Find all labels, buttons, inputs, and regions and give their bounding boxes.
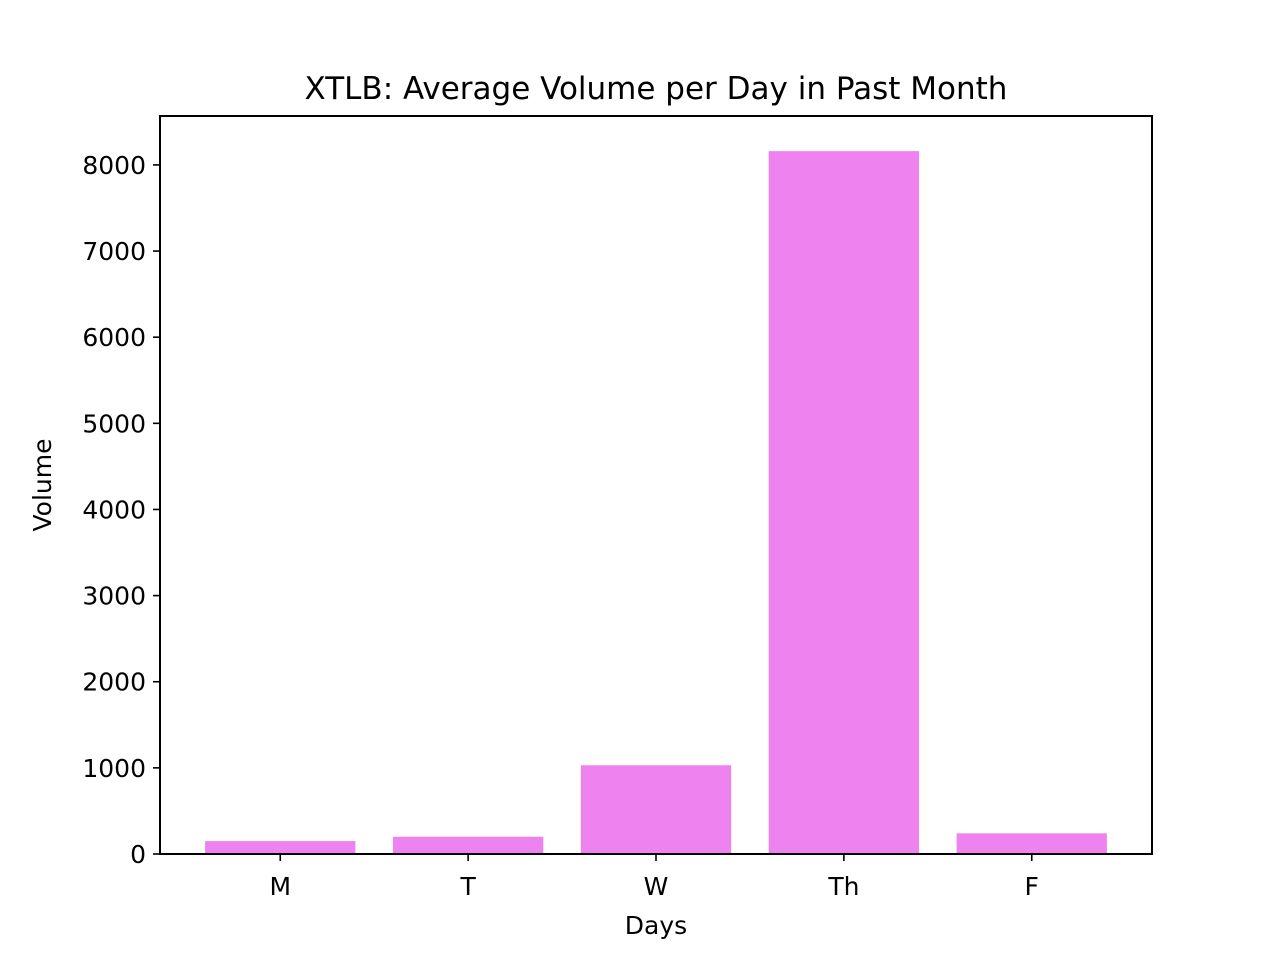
x-tick-label: F: [1025, 872, 1039, 901]
y-tick-label: 8000: [82, 151, 146, 180]
y-tick-label: 3000: [82, 582, 146, 611]
y-tick-label: 0: [130, 840, 146, 869]
plot-frame: [159, 115, 1153, 855]
bar-th: [768, 151, 920, 855]
y-tick-label: 4000: [82, 495, 146, 524]
bars-group: [205, 151, 1107, 855]
bar-f: [956, 833, 1107, 854]
x-axis-ticks: M T W Th F: [269, 854, 1039, 901]
y-axis-ticks: 0 1000 2000 3000 4000 5000 6000 7000 8000: [82, 151, 160, 869]
y-tick-label: 2000: [82, 668, 146, 697]
y-tick-label: 6000: [82, 323, 146, 352]
y-tick-label: 1000: [82, 754, 146, 783]
x-tick-label: M: [269, 872, 291, 901]
y-tick-label: 5000: [82, 409, 146, 438]
y-tick-label: 7000: [82, 237, 146, 266]
x-tick-label: W: [644, 872, 669, 901]
bar-w: [580, 765, 732, 854]
x-axis-label: Days: [625, 911, 687, 940]
x-tick-label: Th: [827, 872, 859, 901]
x-tick-label: T: [459, 872, 476, 901]
bar-t: [392, 836, 544, 854]
chart-title: XTLB: Average Volume per Day in Past Mon…: [305, 71, 1008, 107]
y-axis-label: Volume: [28, 439, 57, 532]
bar-m: [205, 841, 356, 854]
